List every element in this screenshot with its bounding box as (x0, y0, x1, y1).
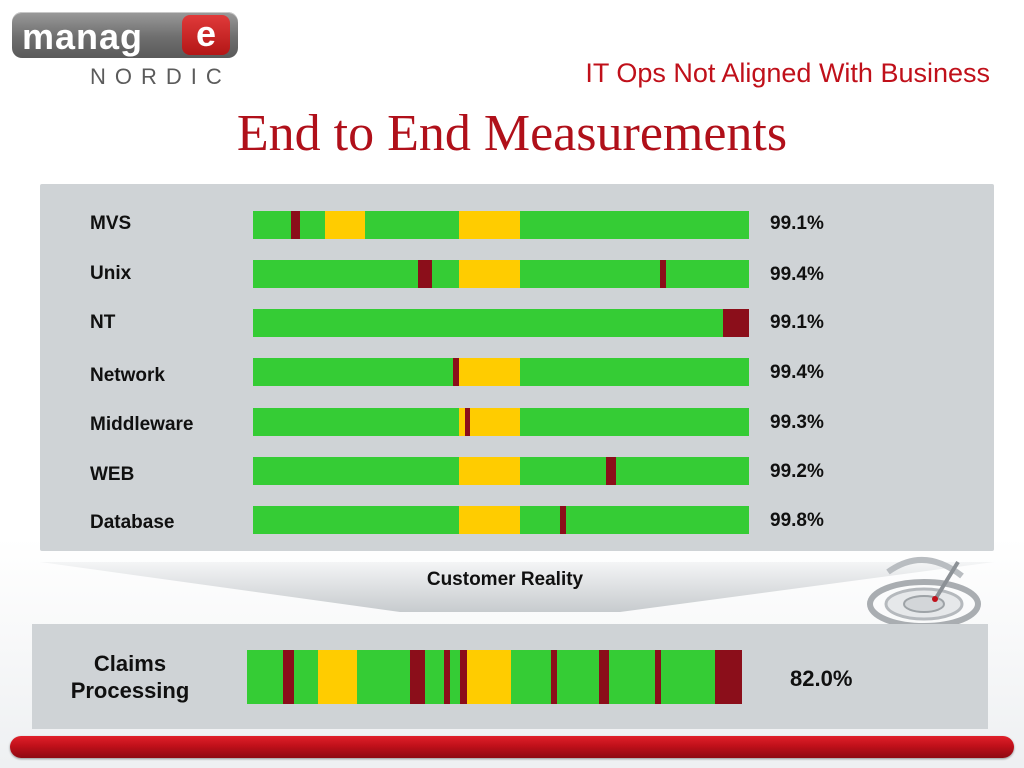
degraded-segment (459, 260, 520, 288)
target-icon (867, 557, 981, 628)
customer-reality-label: Customer Reality (426, 569, 584, 590)
slide-title: End to End Measurements (0, 104, 1024, 163)
outage-segment (460, 650, 467, 704)
outage-segment (715, 650, 742, 704)
logo-badge: manag e (12, 12, 238, 58)
degraded-segment (459, 457, 520, 485)
measurements-panel: MVS 99.1% Unix 99.4% NT 99.1% Network 99… (40, 184, 994, 551)
availability-value: 99.4% (770, 264, 824, 285)
outage-segment (723, 309, 749, 337)
outage-segment (410, 650, 425, 704)
row-label: Middleware (90, 414, 194, 435)
row-label: Unix (90, 263, 132, 284)
row-label: Database (90, 512, 175, 533)
claims-availability-value: 82.0% (790, 666, 853, 691)
logo-wordmark: manag (22, 16, 144, 57)
availability-bar (253, 408, 749, 436)
outage-segment (453, 358, 459, 386)
availability-value: 99.2% (770, 461, 824, 482)
outage-segment (283, 650, 294, 704)
claims-label-line2: Processing (70, 678, 190, 703)
availability-value: 99.4% (770, 362, 824, 383)
footer-bar (10, 736, 1014, 758)
availability-bar (253, 506, 749, 534)
degraded-segment (459, 211, 520, 239)
availability-bar (253, 457, 749, 485)
availability-value: 99.3% (770, 412, 824, 433)
outage-segment (660, 260, 666, 288)
row-label: NT (90, 312, 116, 333)
outage-segment (291, 211, 300, 239)
outage-segment (560, 506, 566, 534)
row-label: MVS (90, 213, 132, 234)
outage-segment (418, 260, 432, 288)
outage-segment (606, 457, 616, 485)
claims-label-line1: Claims (93, 651, 167, 676)
degraded-segment (325, 211, 365, 239)
outage-segment (444, 650, 450, 704)
availability-bar (253, 309, 749, 337)
degraded-segment (318, 650, 357, 704)
logo-e-mark: e (182, 15, 230, 55)
degraded-segment (459, 358, 520, 386)
availability-value: 99.1% (770, 213, 824, 234)
degraded-segment (467, 650, 511, 704)
availability-value: 99.1% (770, 312, 824, 333)
availability-bar (253, 211, 749, 239)
outage-segment (465, 408, 470, 436)
slide-title-text: End to End Measurements (236, 105, 788, 162)
availability-bar (253, 260, 749, 288)
claims-label: Claims Processing (32, 650, 228, 704)
outage-segment (551, 650, 557, 704)
availability-value: 99.8% (770, 510, 824, 531)
funnel-shape (40, 562, 994, 612)
row-label: Network (90, 365, 165, 386)
claims-panel: Claims Processing 82.0% (32, 624, 988, 729)
outage-segment (599, 650, 609, 704)
claims-availability-bar (247, 650, 742, 704)
outage-segment (655, 650, 661, 704)
degraded-segment (459, 506, 520, 534)
slide-subtitle: IT Ops Not Aligned With Business (585, 58, 990, 88)
row-label: WEB (90, 464, 135, 485)
availability-bar (253, 358, 749, 386)
manage-nordic-logo: manag e NORDIC (12, 12, 240, 92)
logo-tagline: NORDIC (90, 64, 231, 89)
